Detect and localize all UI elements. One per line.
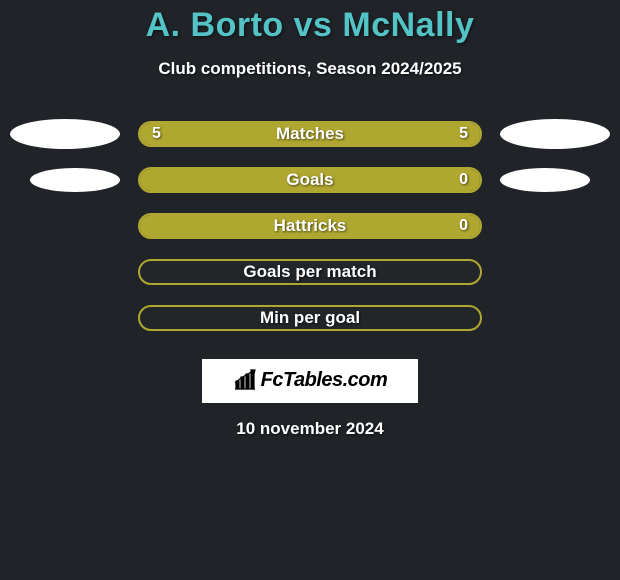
- stat-row: 0Hattricks: [0, 203, 620, 249]
- bar-label: Goals per match: [140, 261, 480, 283]
- bar-fill-right: [310, 123, 480, 145]
- stat-bar: 0Goals: [138, 167, 482, 193]
- spacer: [10, 211, 120, 241]
- player-right-oval: [500, 168, 590, 192]
- bar-fill-left: [140, 169, 480, 191]
- page-title: A. Borto vs McNally: [0, 0, 620, 45]
- bar-fill-left: [140, 215, 480, 237]
- bar-value-right: 5: [459, 123, 468, 145]
- stat-row: Min per goal: [0, 295, 620, 341]
- bar-value-right: 0: [459, 169, 468, 191]
- spacer: [500, 211, 610, 241]
- stat-bar: Goals per match: [138, 259, 482, 285]
- bar-value-right: 0: [459, 215, 468, 237]
- spacer: [500, 303, 610, 333]
- brand-chart-icon: [233, 369, 257, 391]
- spacer: [10, 257, 120, 287]
- bar-value-left: 5: [152, 123, 161, 145]
- brand-box: FcTables.com: [202, 359, 418, 403]
- stats-rows: 55Matches0Goals0HattricksGoals per match…: [0, 111, 620, 341]
- stat-row: Goals per match: [0, 249, 620, 295]
- bar-fill-left: [140, 123, 310, 145]
- stat-row: 55Matches: [0, 111, 620, 157]
- bar-label: Min per goal: [140, 307, 480, 329]
- player-left-oval: [30, 168, 120, 192]
- player-left-oval: [10, 119, 120, 149]
- stat-bar: Min per goal: [138, 305, 482, 331]
- spacer: [10, 303, 120, 333]
- comparison-card: A. Borto vs McNally Club competitions, S…: [0, 0, 620, 580]
- subtitle: Club competitions, Season 2024/2025: [0, 59, 620, 79]
- stat-row: 0Goals: [0, 157, 620, 203]
- stat-bar: 55Matches: [138, 121, 482, 147]
- date-text: 10 november 2024: [0, 419, 620, 439]
- stat-bar: 0Hattricks: [138, 213, 482, 239]
- spacer: [500, 257, 610, 287]
- brand-text: FcTables.com: [261, 369, 388, 392]
- player-right-oval: [500, 119, 610, 149]
